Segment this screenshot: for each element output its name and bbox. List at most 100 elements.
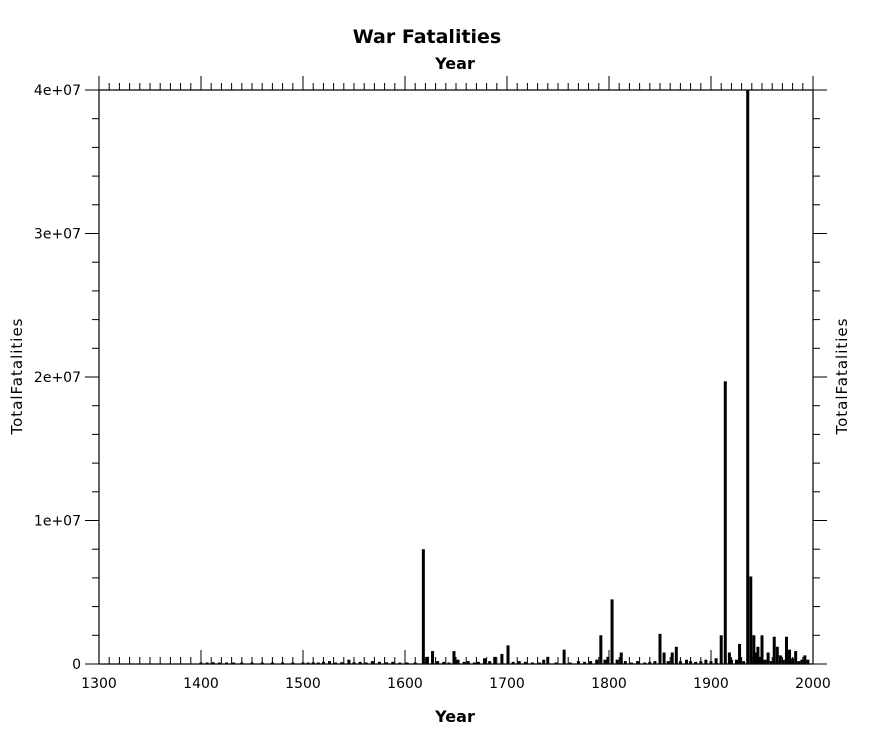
bar (754, 652, 758, 664)
bar (766, 652, 770, 664)
bar (704, 659, 708, 664)
bar (760, 635, 764, 664)
bar (531, 662, 534, 664)
bar (603, 659, 607, 664)
ticks-layer (85, 76, 827, 665)
bar (589, 661, 593, 664)
bar (727, 652, 731, 664)
bar (378, 661, 381, 664)
bar (797, 661, 801, 664)
bar (719, 635, 723, 664)
bar (391, 661, 395, 664)
bar (674, 646, 678, 664)
bar (714, 658, 718, 664)
bar (769, 661, 773, 664)
bar (493, 656, 497, 664)
x-axis-title-bottom: Year (434, 707, 475, 726)
bar (452, 651, 456, 664)
bar (462, 661, 466, 664)
bar (595, 659, 599, 664)
x-tick-label: 1900 (693, 676, 729, 692)
bar (554, 662, 558, 664)
bar (758, 656, 762, 664)
y-tick-label: 0 (72, 657, 81, 673)
bar (488, 661, 492, 664)
bar (606, 656, 610, 664)
x-tick-label: 1400 (183, 676, 219, 692)
bar (746, 90, 750, 664)
x-tick-label: 2000 (795, 676, 831, 692)
bar (358, 661, 362, 664)
bar (735, 659, 738, 664)
bar (775, 646, 779, 664)
bar (694, 661, 698, 664)
bar (442, 661, 446, 664)
bar (334, 662, 338, 664)
bar (803, 655, 807, 664)
bar (662, 652, 666, 664)
bar (511, 661, 515, 664)
bar (619, 652, 623, 664)
bar (670, 652, 674, 664)
axes-frame (98, 89, 814, 665)
bar (542, 659, 546, 664)
bar (211, 662, 215, 664)
x-tick-label: 1500 (285, 676, 321, 692)
bar (763, 659, 767, 664)
bar (456, 659, 460, 664)
bar (517, 661, 521, 664)
bar (466, 661, 470, 664)
bar (772, 636, 776, 664)
bar (405, 662, 409, 664)
bar (347, 659, 351, 664)
bar (568, 662, 572, 664)
x-axis-title-top: Year (434, 54, 475, 73)
bar (306, 662, 310, 664)
bar (364, 662, 368, 664)
bar (778, 655, 782, 664)
bar (472, 662, 476, 664)
bar (316, 662, 320, 664)
bar (538, 662, 542, 664)
x-tick-label: 1600 (387, 676, 423, 692)
y-axis-title-left: TotalFatalities (8, 318, 26, 436)
bar (800, 659, 804, 664)
bar (636, 661, 640, 664)
bar (781, 659, 785, 664)
bar (752, 635, 756, 664)
bar (328, 661, 332, 664)
bars-layer (199, 90, 810, 664)
bar (225, 662, 228, 664)
bar (398, 662, 402, 664)
bar (583, 661, 587, 664)
bar (385, 662, 389, 664)
bar (685, 659, 689, 664)
bar (562, 649, 566, 664)
bar (788, 649, 792, 664)
y-tick-label: 3e+07 (34, 227, 81, 243)
bar (653, 661, 657, 664)
bar (794, 651, 798, 664)
bar (738, 643, 742, 664)
bar (756, 646, 760, 664)
bar (431, 651, 435, 664)
bar (506, 645, 510, 664)
bar (615, 659, 619, 664)
bar (483, 658, 487, 664)
bar (629, 662, 633, 664)
chart-title: War Fatalities (353, 26, 502, 48)
bar (370, 661, 374, 664)
bar (749, 576, 753, 664)
bar (523, 661, 527, 664)
bar (599, 635, 603, 664)
x-tick-label: 1800 (591, 676, 627, 692)
bar (742, 661, 746, 664)
y-tick-label: 1e+07 (34, 514, 81, 530)
x-tick-label: 1700 (489, 676, 525, 692)
bar (500, 653, 504, 664)
y-tick-label: 2e+07 (34, 370, 81, 386)
bar (425, 656, 429, 664)
bar (784, 636, 788, 664)
bar (643, 662, 647, 664)
